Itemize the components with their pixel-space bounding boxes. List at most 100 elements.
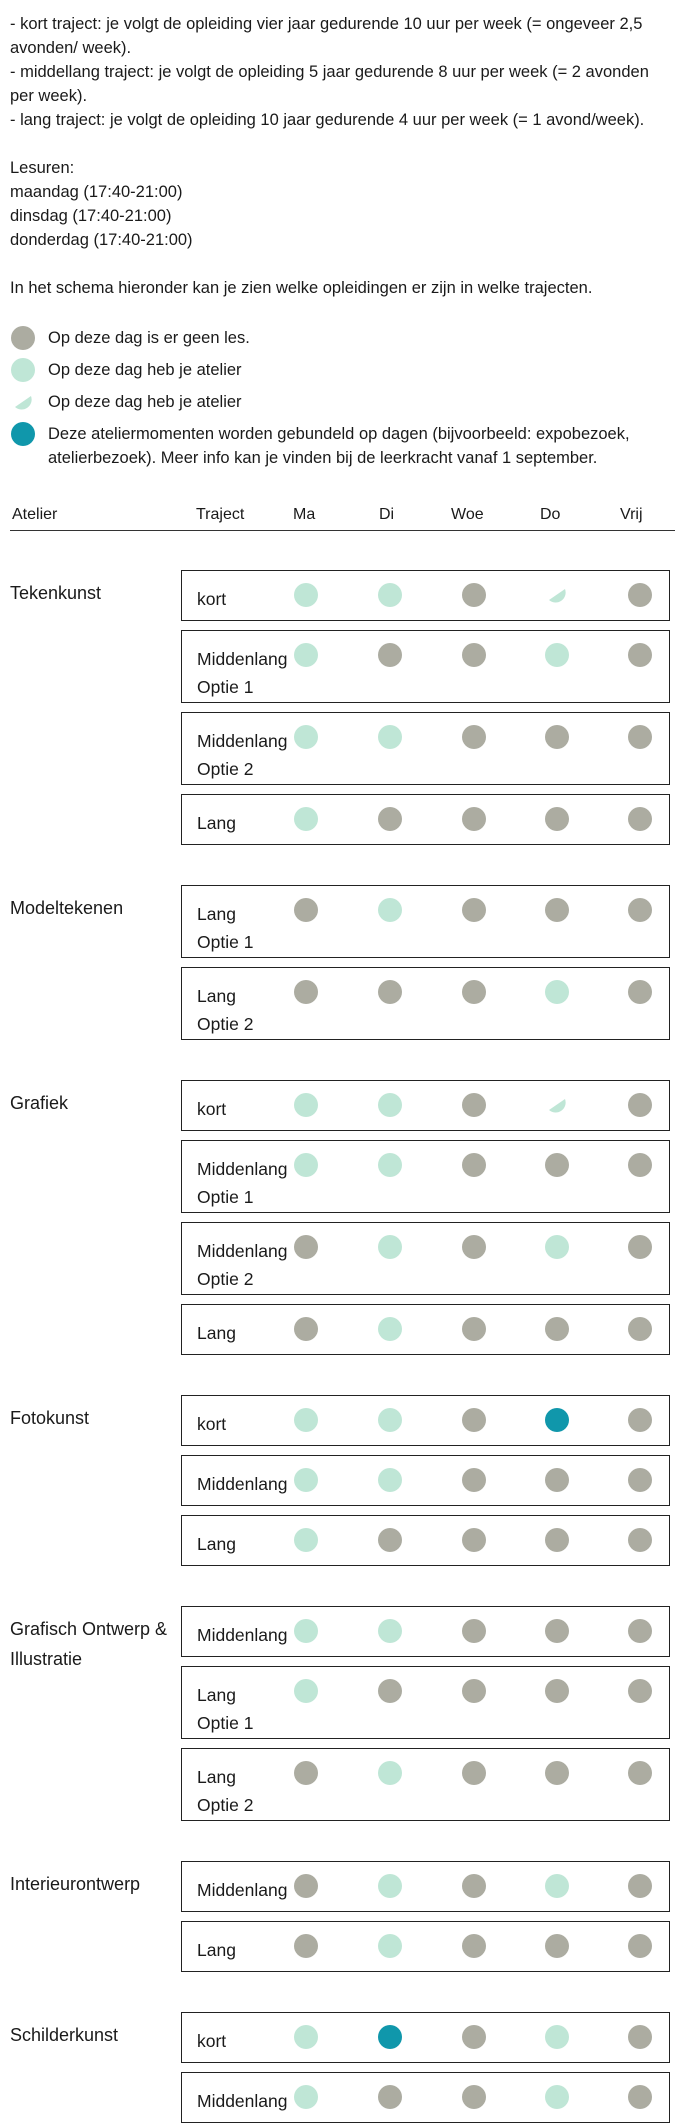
grey-dot-icon-woe xyxy=(462,583,486,607)
traject-name: Middenlang xyxy=(197,1880,288,1900)
grey-dot-icon-ma xyxy=(294,1934,318,1958)
traject-label: Middenlang xyxy=(197,1621,287,1649)
green-dot-icon-di xyxy=(378,1093,402,1117)
grey-dot-icon-vrij xyxy=(628,2085,652,2109)
grey-dot-icon-do xyxy=(545,1153,569,1177)
lesuur-maandag: maandag (17:40-21:00) xyxy=(10,183,183,201)
traject-name: Lang xyxy=(197,813,236,833)
green-dot-icon-di xyxy=(378,1619,402,1643)
traject-option: Optie 2 xyxy=(197,759,254,779)
grey-dot-icon-di xyxy=(378,980,402,1004)
traject-name: Lang xyxy=(197,1534,236,1554)
traject-name: kort xyxy=(197,1414,227,1434)
grey-dot-icon-vrij xyxy=(628,1761,652,1785)
traject-option: Optie 1 xyxy=(197,1187,254,1207)
green-dot-icon-ma xyxy=(294,1153,318,1177)
legend-item-half-atelier: Op deze dag heb je atelier xyxy=(10,390,675,414)
traject-label: kort xyxy=(197,1410,226,1438)
green-dot-icon-ma xyxy=(294,2085,318,2109)
green-dot-icon-di xyxy=(378,1317,402,1341)
group-name: Interieurontwerp xyxy=(10,1874,141,1894)
grey-dot-icon-woe xyxy=(462,1093,486,1117)
blue-dot-icon-di xyxy=(378,2025,402,2049)
grey-dot-icon-woe xyxy=(462,1468,486,1492)
grey-dot-icon-vrij xyxy=(628,1408,652,1432)
grey-dot-icon-vrij xyxy=(628,1235,652,1259)
grey-dot-icon-vrij xyxy=(628,1679,652,1703)
traject-label: Middenlang Optie 2 xyxy=(197,1237,287,1293)
grey-dot-icon-do xyxy=(545,1317,569,1341)
grey-dot-icon-vrij xyxy=(628,1153,652,1177)
traject-name: Middenlang xyxy=(197,731,288,751)
green-dot-icon-do xyxy=(545,2025,569,2049)
grey-dot-icon-do xyxy=(545,1528,569,1552)
grey-dot-icon-woe xyxy=(462,1619,486,1643)
traject-name: Middenlang xyxy=(197,2091,288,2111)
green-dot-icon-ma xyxy=(294,1093,318,1117)
traject-row: Middenlang Optie 2 xyxy=(181,712,670,785)
traject-row: Middenlang Optie 2 xyxy=(181,1222,670,1295)
traject-label: Lang Optie 2 xyxy=(197,1763,253,1819)
legend-text: Deze ateliermomenten worden gebundeld op… xyxy=(48,425,630,467)
grey-dot-icon-vrij xyxy=(628,1468,652,1492)
legend-text: Op deze dag heb je atelier xyxy=(48,361,242,379)
legend-text: Op deze dag heb je atelier xyxy=(48,393,242,411)
green-dot-icon-di xyxy=(378,725,402,749)
grey-dot-icon-woe xyxy=(462,2025,486,2049)
traject-option: Optie 2 xyxy=(197,1269,254,1289)
traject-row: Middenlang Optie 1 xyxy=(181,1140,670,1213)
grey-dot-icon-vrij xyxy=(628,1093,652,1117)
traject-option: Optie 1 xyxy=(197,932,254,952)
grey-dot-icon-vrij xyxy=(628,1619,652,1643)
blue-dot-icon xyxy=(11,422,35,446)
grey-dot-icon-do xyxy=(545,807,569,831)
traject-row: Middenlang xyxy=(181,2072,670,2123)
traject-name: Lang xyxy=(197,1767,236,1787)
traject-label: Lang Optie 1 xyxy=(197,1681,253,1737)
traject-row: Middenlang xyxy=(181,1861,670,1912)
half-dot-icon-do xyxy=(547,1095,567,1120)
grey-dot-icon-woe xyxy=(462,1528,486,1552)
table-header: Atelier Traject Ma Di Woe Do Vrij xyxy=(10,504,675,531)
grey-dot-icon-vrij xyxy=(628,2025,652,2049)
grey-dot-icon-woe xyxy=(462,1761,486,1785)
grey-dot-icon-do xyxy=(545,1934,569,1958)
grey-dot-icon-woe xyxy=(462,643,486,667)
group-name: Grafiek xyxy=(10,1093,69,1113)
lesuur-dinsdag: dinsdag (17:40-21:00) xyxy=(10,207,172,225)
grey-dot-icon-vrij xyxy=(628,1874,652,1898)
grey-dot-icon-woe xyxy=(462,898,486,922)
traject-name: kort xyxy=(197,1099,227,1119)
grey-dot-icon-do xyxy=(545,1761,569,1785)
legend-text: Op deze dag is er geen les. xyxy=(48,329,250,347)
grey-dot-icon-vrij xyxy=(628,643,652,667)
traject-label: Middenlang xyxy=(197,2087,287,2115)
traject-row: Middenlang Optie 1 xyxy=(181,630,670,703)
traject-name: Middenlang xyxy=(197,1241,288,1261)
header-day-di: Di xyxy=(379,506,395,523)
green-dot-icon-di xyxy=(378,898,402,922)
green-dot-icon-ma xyxy=(294,1679,318,1703)
traject-row: Lang Optie 2 xyxy=(181,1748,670,1821)
grey-dot-icon-vrij xyxy=(628,725,652,749)
legend-item-atelier: Op deze dag heb je atelier xyxy=(10,358,675,382)
traject-name: kort xyxy=(197,2031,227,2051)
grey-dot-icon-vrij xyxy=(628,807,652,831)
green-dot-icon-do xyxy=(545,1874,569,1898)
half-dot-icon xyxy=(15,396,32,410)
green-dot-icon-ma xyxy=(294,807,318,831)
header-atelier: Atelier xyxy=(12,506,58,523)
traject-name: Middenlang xyxy=(197,1625,288,1645)
grey-dot-icon-woe xyxy=(462,1317,486,1341)
grey-dot-icon-do xyxy=(545,725,569,749)
traject-option: Optie 2 xyxy=(197,1014,254,1034)
traject-name: Lang xyxy=(197,1685,236,1705)
traject-label: Lang Optie 2 xyxy=(197,982,253,1038)
grey-dot-icon-vrij xyxy=(628,898,652,922)
traject-name: Lang xyxy=(197,1940,236,1960)
traject-label: Middenlang xyxy=(197,1876,287,1904)
grey-dot-icon-ma xyxy=(294,1761,318,1785)
green-dot-icon-ma xyxy=(294,1408,318,1432)
traject-option: Optie 1 xyxy=(197,677,254,697)
traject-row: Lang Optie 1 xyxy=(181,885,670,958)
